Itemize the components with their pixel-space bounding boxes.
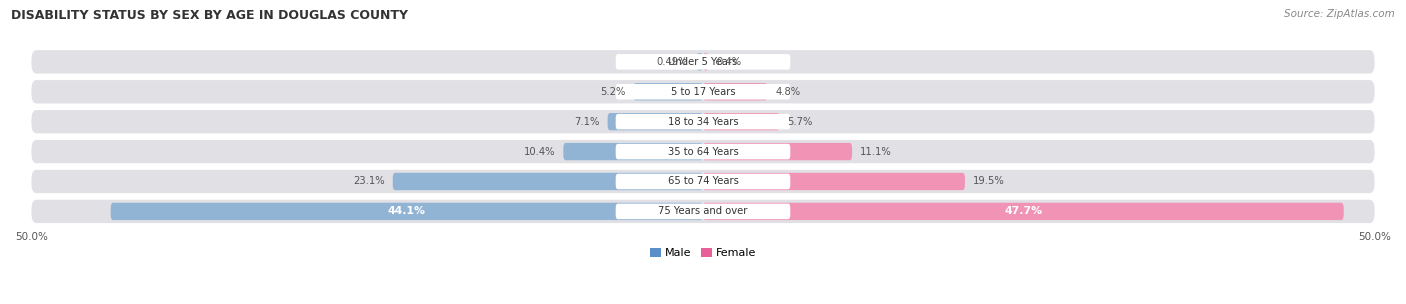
FancyBboxPatch shape bbox=[616, 114, 790, 130]
FancyBboxPatch shape bbox=[703, 203, 1344, 220]
Text: 0.49%: 0.49% bbox=[657, 57, 689, 67]
Legend: Male, Female: Male, Female bbox=[645, 243, 761, 262]
Text: 35 to 64 Years: 35 to 64 Years bbox=[668, 147, 738, 157]
FancyBboxPatch shape bbox=[31, 200, 1375, 223]
FancyBboxPatch shape bbox=[703, 143, 852, 160]
FancyBboxPatch shape bbox=[633, 83, 703, 100]
FancyBboxPatch shape bbox=[31, 80, 1375, 103]
FancyBboxPatch shape bbox=[31, 50, 1375, 74]
FancyBboxPatch shape bbox=[616, 174, 790, 189]
FancyBboxPatch shape bbox=[703, 83, 768, 100]
Text: 19.5%: 19.5% bbox=[973, 177, 1005, 186]
Text: Under 5 Years: Under 5 Years bbox=[668, 57, 738, 67]
Text: 44.1%: 44.1% bbox=[388, 206, 426, 216]
FancyBboxPatch shape bbox=[616, 204, 790, 219]
FancyBboxPatch shape bbox=[564, 143, 703, 160]
FancyBboxPatch shape bbox=[703, 53, 709, 71]
Text: 65 to 74 Years: 65 to 74 Years bbox=[668, 177, 738, 186]
FancyBboxPatch shape bbox=[703, 113, 779, 130]
FancyBboxPatch shape bbox=[696, 53, 703, 71]
Text: Source: ZipAtlas.com: Source: ZipAtlas.com bbox=[1284, 9, 1395, 19]
Text: 0.4%: 0.4% bbox=[717, 57, 741, 67]
Text: 10.4%: 10.4% bbox=[524, 147, 555, 157]
Text: 5.7%: 5.7% bbox=[787, 117, 813, 127]
FancyBboxPatch shape bbox=[31, 140, 1375, 163]
Text: DISABILITY STATUS BY SEX BY AGE IN DOUGLAS COUNTY: DISABILITY STATUS BY SEX BY AGE IN DOUGL… bbox=[11, 9, 408, 22]
FancyBboxPatch shape bbox=[31, 170, 1375, 193]
FancyBboxPatch shape bbox=[616, 144, 790, 159]
Text: 4.8%: 4.8% bbox=[776, 87, 800, 97]
Text: 75 Years and over: 75 Years and over bbox=[658, 206, 748, 216]
FancyBboxPatch shape bbox=[31, 110, 1375, 133]
FancyBboxPatch shape bbox=[111, 203, 703, 220]
FancyBboxPatch shape bbox=[616, 54, 790, 70]
Text: 23.1%: 23.1% bbox=[353, 177, 385, 186]
Text: 5 to 17 Years: 5 to 17 Years bbox=[671, 87, 735, 97]
FancyBboxPatch shape bbox=[607, 113, 703, 130]
Text: 47.7%: 47.7% bbox=[1004, 206, 1042, 216]
Text: 5.2%: 5.2% bbox=[600, 87, 626, 97]
Text: 7.1%: 7.1% bbox=[574, 117, 599, 127]
FancyBboxPatch shape bbox=[703, 173, 965, 190]
FancyBboxPatch shape bbox=[392, 173, 703, 190]
Text: 18 to 34 Years: 18 to 34 Years bbox=[668, 117, 738, 127]
FancyBboxPatch shape bbox=[616, 84, 790, 99]
Text: 11.1%: 11.1% bbox=[860, 147, 891, 157]
